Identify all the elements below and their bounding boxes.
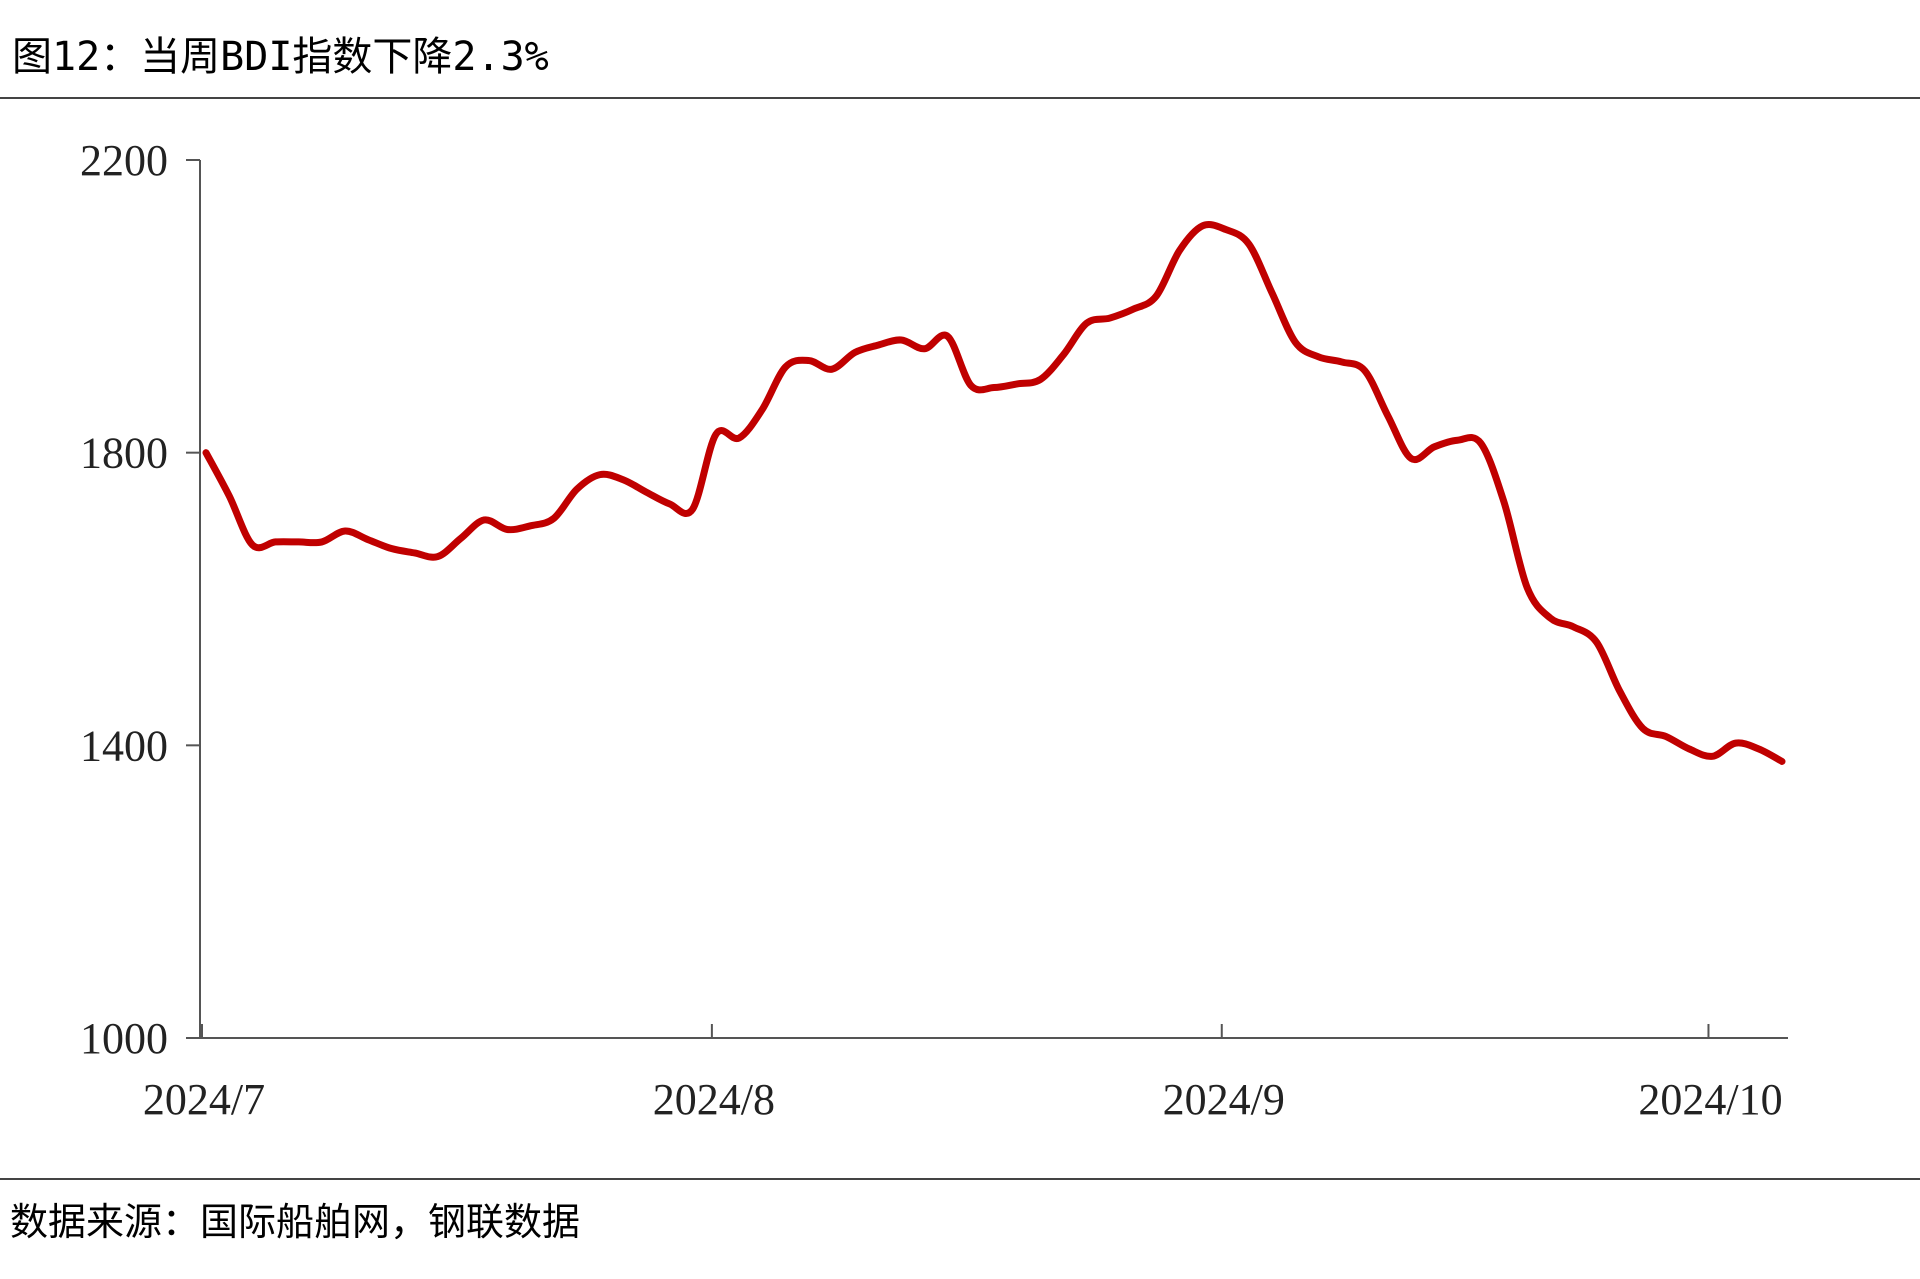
- y-tick-label: 1800: [80, 429, 168, 478]
- x-tick-label: 2024/7: [143, 1075, 265, 1124]
- x-tick-label: 2024/10: [1638, 1075, 1782, 1124]
- x-tick-label: 2024/9: [1163, 1075, 1285, 1124]
- source: 数据来源：国际船舶网，钢联数据: [10, 1200, 580, 1244]
- y-tick-label: 1000: [80, 1014, 168, 1063]
- x-tick-label: 2024/8: [653, 1075, 775, 1124]
- y-tick-label: 1400: [80, 721, 168, 770]
- bdi-line: [202, 221, 1786, 765]
- y-tick-label: 2200: [80, 136, 168, 185]
- chart-title: 图12：当周BDI指数下降2.3%: [12, 34, 549, 80]
